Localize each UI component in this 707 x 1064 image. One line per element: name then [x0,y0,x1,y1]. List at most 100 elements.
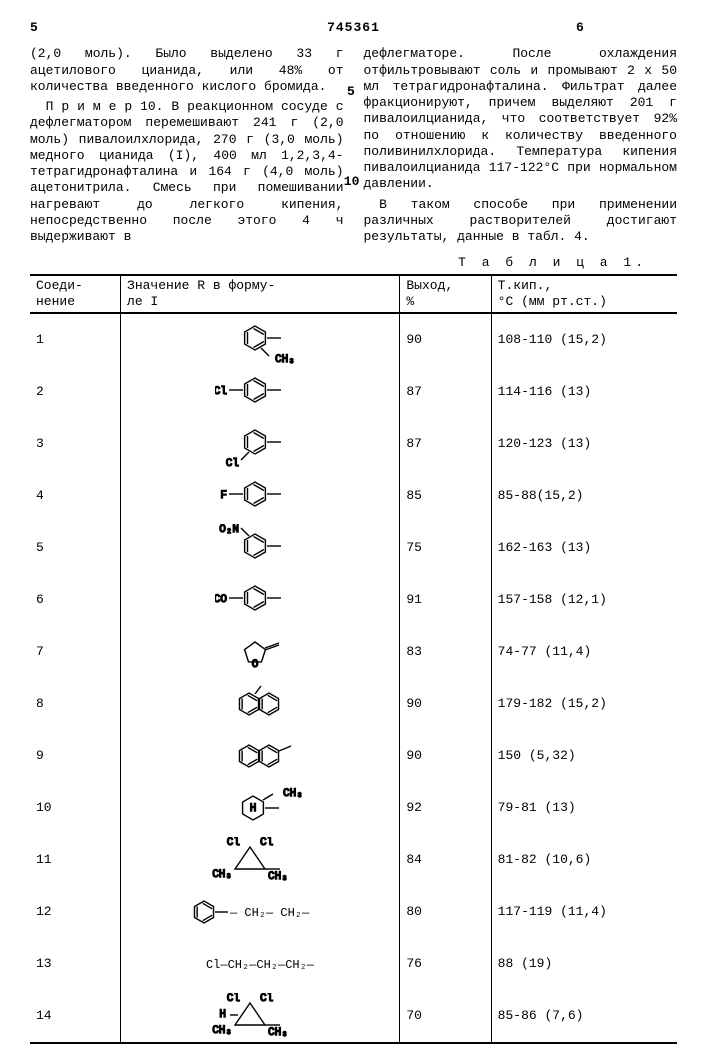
cell-id: 14 [30,990,121,1043]
cell-yield: 85 [400,470,491,522]
table-row: 2 Cl 87114-116 (13) [30,366,677,418]
svg-text:O₂N: O₂N [219,524,239,536]
table-row: 7O8374-77 (11,4) [30,626,677,678]
cell-yield: 70 [400,990,491,1043]
cell-bp: 117-119 (11,4) [491,886,677,938]
cell-structure [121,678,400,730]
cell-structure: Cl—CH₂—CH₂—CH₂— [121,938,400,990]
cell-id: 13 [30,938,121,990]
cell-id: 1 [30,313,121,366]
cell-yield: 76 [400,938,491,990]
cell-bp: 79-81 (13) [491,782,677,834]
cell-structure [121,730,400,782]
cell-bp: 114-116 (13) [491,366,677,418]
th-compound-l2: нение [36,294,75,309]
cell-structure: H₃CO [121,574,400,626]
svg-text:Cl: Cl [227,837,240,849]
svg-text:CH₃: CH₃ [212,869,232,881]
th-compound-l1: Соеди- [36,278,83,293]
left-column: (2,0 моль). Было выделено 33 г ацетилово… [30,46,344,249]
cell-id: 4 [30,470,121,522]
patent-number: 745361 [224,20,483,36]
table-caption: Т а б л и ц а 1. [30,255,647,271]
th-compound: Соеди- нение [30,275,121,314]
cell-structure: ClClCH₃CH₃ [121,834,400,886]
cell-structure: ClClCH₃CH₃H [121,990,400,1043]
svg-text:H: H [249,803,256,815]
th-yield-l1: Выход, [406,278,453,293]
svg-text:— CH₂— CH₂—: — CH₂— CH₂— [229,906,310,920]
svg-text:H: H [220,1009,227,1021]
page-header: 5 745361 6 [30,20,677,36]
svg-text:Cl: Cl [215,386,227,398]
cell-structure: H CH₃ [121,782,400,834]
cell-bp: 179-182 (15,2) [491,678,677,730]
cell-id: 6 [30,574,121,626]
cell-yield: 87 [400,418,491,470]
para-l1: (2,0 моль). Было выделено 33 г ацетилово… [30,46,344,95]
table-row: 9 90150 (5,32) [30,730,677,782]
svg-text:H₃CO: H₃CO [215,594,227,606]
cell-yield: 90 [400,730,491,782]
table-row: 11ClClCH₃CH₃8481-82 (10,6) [30,834,677,886]
table-row: 4F8585-88(15,2) [30,470,677,522]
svg-text:Cl: Cl [260,993,273,1005]
cell-bp: 81-82 (10,6) [491,834,677,886]
th-structure: Значение R в форму- ле I [121,275,400,314]
table-body: 1CH₃90108-110 (15,2)2Cl87114-116 (13)3Cl… [30,313,677,1043]
col-num-left: 5 [30,20,224,36]
table-header-row: Соеди- нение Значение R в форму- ле I Вы… [30,275,677,314]
cell-bp: 88 (19) [491,938,677,990]
table-row: 3Cl87120-123 (13) [30,418,677,470]
cell-yield: 84 [400,834,491,886]
cell-structure: F [121,470,400,522]
table-row: 14ClClCH₃CH₃H7085-86 (7,6) [30,990,677,1043]
table-row: 1 CH₃ 90108-110 (15,2) [30,313,677,366]
th-yield-l2: % [406,294,414,309]
svg-text:CH₃: CH₃ [275,354,295,364]
col-num-right: 6 [483,20,677,36]
cell-yield: 87 [400,366,491,418]
cell-bp: 108-110 (15,2) [491,313,677,366]
cell-id: 8 [30,678,121,730]
cell-yield: 75 [400,522,491,574]
cell-id: 2 [30,366,121,418]
cell-structure: — CH₂— CH₂— [121,886,400,938]
th-yield: Выход, % [400,275,491,314]
cell-id: 3 [30,418,121,470]
compound-table: Соеди- нение Значение R в форму- ле I Вы… [30,274,677,1045]
cell-yield: 90 [400,313,491,366]
svg-text:CH₃: CH₃ [283,788,303,800]
cell-yield: 80 [400,886,491,938]
table-row: 6 H₃CO 91157-158 (12,1) [30,574,677,626]
svg-text:CH₃: CH₃ [212,1025,232,1037]
cell-bp: 157-158 (12,1) [491,574,677,626]
line-marker-10: 10 [344,174,360,190]
cell-bp: 85-88(15,2) [491,470,677,522]
th-structure-l2: ле I [127,294,158,309]
cell-yield: 90 [400,678,491,730]
cell-structure: O [121,626,400,678]
cell-bp: 150 (5,32) [491,730,677,782]
para-r1: дефлегматоре. После охлаждения отфильтро… [364,46,678,192]
table-row: 10HCH₃9279-81 (13) [30,782,677,834]
th-bp-l1: Т.кип., [498,278,553,293]
two-column-text: (2,0 моль). Было выделено 33 г ацетилово… [30,46,677,249]
right-column: дефлегматоре. После охлаждения отфильтро… [364,46,678,249]
cell-id: 5 [30,522,121,574]
cell-id: 9 [30,730,121,782]
cell-bp: 162-163 (13) [491,522,677,574]
cell-bp: 85-86 (7,6) [491,990,677,1043]
para-r2: В таком способе при применении различных… [364,197,678,246]
para-l2: П р и м е р 10. В реакционном сосуде с д… [30,99,344,245]
th-bp-l2: °C (мм рт.ст.) [498,294,607,309]
cell-id: 11 [30,834,121,886]
th-bp: Т.кип., °C (мм рт.ст.) [491,275,677,314]
svg-text:CH₃: CH₃ [268,871,288,883]
table-row: 5 O₂N 75162-163 (13) [30,522,677,574]
cell-structure: Cl [121,366,400,418]
cell-id: 10 [30,782,121,834]
cell-yield: 91 [400,574,491,626]
svg-text:CH₃: CH₃ [268,1027,288,1039]
svg-text:Cl—CH₂—CH₂—CH₂—: Cl—CH₂—CH₂—CH₂— [206,958,315,972]
